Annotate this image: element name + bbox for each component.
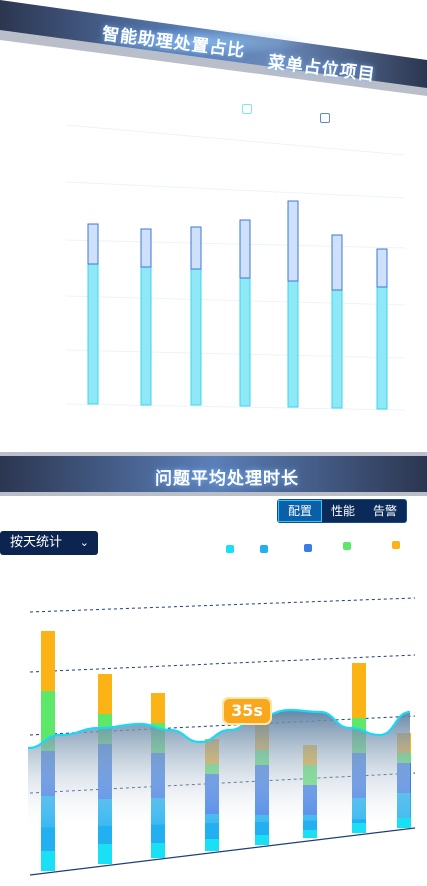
legend-dot-5 [392, 541, 400, 549]
chevron-down-icon: ⌄ [79, 536, 89, 549]
chart2-gridline [29, 654, 416, 673]
chart2-bar-segment [205, 839, 219, 851]
chart2-gridline [29, 597, 416, 613]
chart-banner-1: 智能助理处置占比 菜单占位项目 [0, 0, 427, 96]
chart1-gridline [65, 349, 406, 359]
duration-badge: 35s [222, 697, 272, 725]
chart1-gridline [65, 403, 406, 411]
chart1-bar-segment [331, 234, 343, 291]
tab-config[interactable]: 配置 [278, 500, 323, 522]
chart-title-duration: 问题平均处理时长 [155, 469, 299, 489]
chart1-gridline [65, 239, 406, 249]
chart2-bar-segment [98, 674, 112, 714]
period-select[interactable]: 按天统计 ⌄ [0, 531, 98, 555]
legend-dot-1 [226, 545, 234, 553]
legend-dot-4 [343, 542, 351, 550]
chart1-bar-segment [87, 223, 99, 265]
tab-performance[interactable]: 性能 [331, 504, 356, 518]
legend-dot-2 [260, 545, 268, 553]
chart1-gridline [65, 295, 406, 306]
chart1-gridline [65, 124, 406, 156]
chart2-bar-segment [98, 844, 112, 864]
chart-banner-2: 问题平均处理时长 [0, 452, 427, 496]
legend-square-cyan [242, 104, 252, 114]
legend-square-blue [320, 113, 330, 123]
chart2-bar-segment [255, 835, 269, 845]
tab-alarm[interactable]: 告警 [373, 504, 398, 518]
metric-tabs: 配置 性能 告警 [277, 499, 408, 523]
chart1-bar-segment [376, 248, 388, 288]
chart2-bar-segment [41, 851, 55, 871]
chart2-bar-segment [352, 663, 366, 718]
chart2-axis [29, 827, 416, 876]
chart2-bar-segment [151, 693, 165, 723]
chart2-gridline [29, 715, 416, 736]
chart2-area [28, 710, 410, 828]
banner-2-bg [0, 452, 427, 496]
chart2-bar-segment [303, 830, 317, 838]
banner-1-bg [0, 0, 427, 96]
chart2-bar-segment [151, 843, 165, 858]
chart1-bar-segment [239, 219, 251, 279]
chart1-bar-segment [190, 226, 202, 270]
chart-1-canvas [65, 124, 406, 411]
chart1-bar-segment [140, 228, 152, 268]
legend-dot-3 [304, 544, 312, 552]
chart2-bar-segment [397, 818, 411, 828]
chart2-line [27, 708, 411, 750]
chart2-bar-segment [41, 631, 55, 691]
chart2-bar-segment [352, 823, 366, 833]
chart1-bar-segment [287, 200, 299, 282]
chart1-gridline [65, 181, 406, 199]
period-select-value: 按天统计 [10, 535, 63, 550]
